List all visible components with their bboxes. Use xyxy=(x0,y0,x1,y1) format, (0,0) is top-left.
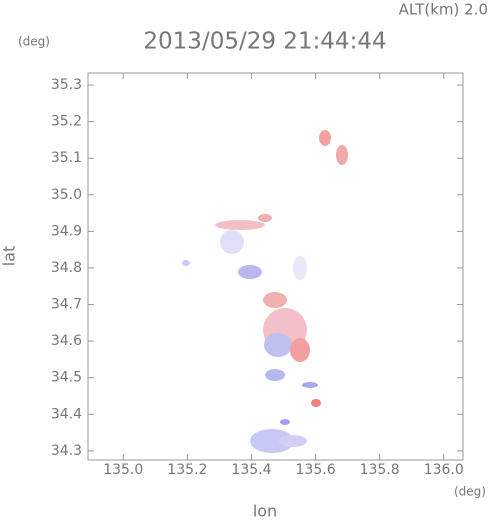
echo xyxy=(250,429,294,453)
x-tick-label: 135.0 xyxy=(103,462,143,478)
plot-frame xyxy=(87,72,464,461)
x-tick-label: 135.4 xyxy=(231,462,271,478)
echo xyxy=(238,265,262,279)
y-tick-label: 34.6 xyxy=(51,333,82,349)
echo xyxy=(290,338,310,362)
echo xyxy=(258,214,272,222)
y-tick-label: 35.1 xyxy=(51,150,82,166)
echo xyxy=(265,369,285,381)
echo xyxy=(263,292,287,308)
chart-title: 2013/05/29 21:44:44 xyxy=(143,29,386,55)
y-axis-label: lat xyxy=(0,246,19,267)
altitude-label: ALT(km) 2.0 xyxy=(399,1,488,19)
echo xyxy=(220,230,244,254)
x-unit: (deg) xyxy=(454,485,486,499)
x-tick-label: 136.0 xyxy=(424,462,464,478)
echo xyxy=(302,382,318,388)
echo xyxy=(311,399,321,407)
y-tick-label: 34.8 xyxy=(51,260,82,276)
y-tick-label: 34.4 xyxy=(51,406,82,422)
echo xyxy=(182,260,190,266)
echo xyxy=(280,419,290,425)
y-tick-label: 34.5 xyxy=(51,370,82,386)
echo xyxy=(215,220,265,230)
y-unit: (deg) xyxy=(18,35,50,49)
x-tick-label: 135.6 xyxy=(296,462,336,478)
echo xyxy=(293,256,307,280)
echo xyxy=(336,145,348,165)
y-tick-label: 35.3 xyxy=(51,77,82,93)
echo xyxy=(264,333,292,357)
y-tick-label: 34.7 xyxy=(51,297,82,313)
y-tick-label: 35.2 xyxy=(51,114,82,130)
echo-field xyxy=(182,130,348,453)
x-axis-label: lon xyxy=(253,502,277,521)
x-tick-label: 135.8 xyxy=(360,462,400,478)
x-tick-label: 135.2 xyxy=(167,462,207,478)
echo xyxy=(319,130,331,146)
y-tick-label: 34.9 xyxy=(51,223,82,239)
y-tick-label: 35.0 xyxy=(51,187,82,203)
echo xyxy=(279,435,307,447)
y-tick-label: 34.3 xyxy=(51,443,82,459)
